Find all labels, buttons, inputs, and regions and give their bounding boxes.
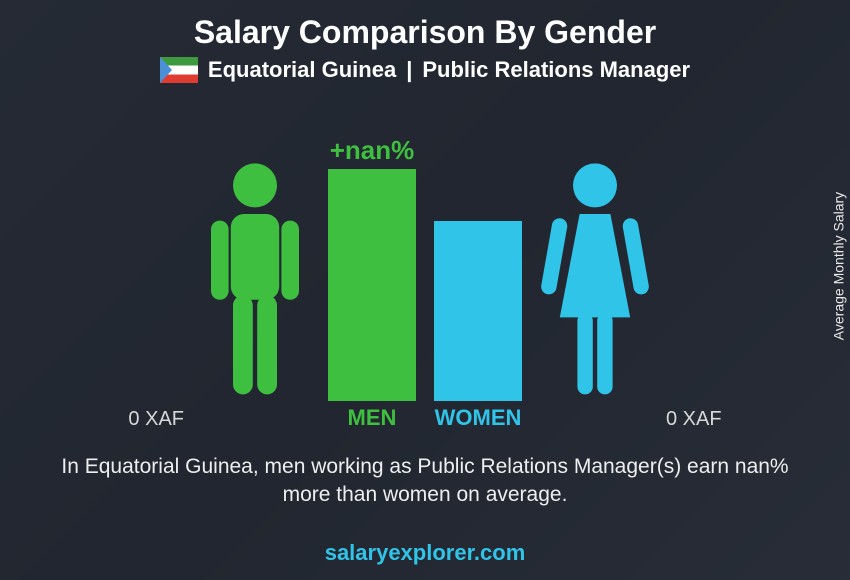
subtitle-job: Public Relations Manager	[422, 57, 690, 83]
women-bar-label: WOMEN	[435, 405, 522, 431]
pct-diff-label: +nan%	[330, 135, 415, 166]
footer-source: salaryexplorer.com	[0, 540, 850, 566]
flag-icon	[160, 57, 198, 83]
female-icon: 0 XAF	[540, 159, 650, 401]
subtitle-row: Equatorial Guinea | Public Relations Man…	[0, 57, 850, 83]
men-value: 0 XAF	[128, 408, 184, 431]
women-value: 0 XAF	[666, 408, 722, 431]
men-bar-label: MEN	[348, 405, 397, 431]
male-icon: 0 XAF	[200, 159, 310, 401]
chart-row: 0 XAF +nan% MEN WOMEN 0 XAF	[200, 159, 650, 401]
page-title: Salary Comparison By Gender	[0, 0, 850, 51]
women-bar: WOMEN	[434, 221, 522, 401]
subtitle-country: Equatorial Guinea	[208, 57, 396, 83]
subtitle-separator: |	[406, 57, 412, 83]
y-axis-label: Average Monthly Salary	[830, 266, 846, 414]
men-bar: +nan% MEN	[328, 169, 416, 401]
chart-area: Average Monthly Salary 0 XAF +nan% MEN W…	[0, 101, 850, 431]
caption-text: In Equatorial Guinea, men working as Pub…	[0, 453, 850, 510]
